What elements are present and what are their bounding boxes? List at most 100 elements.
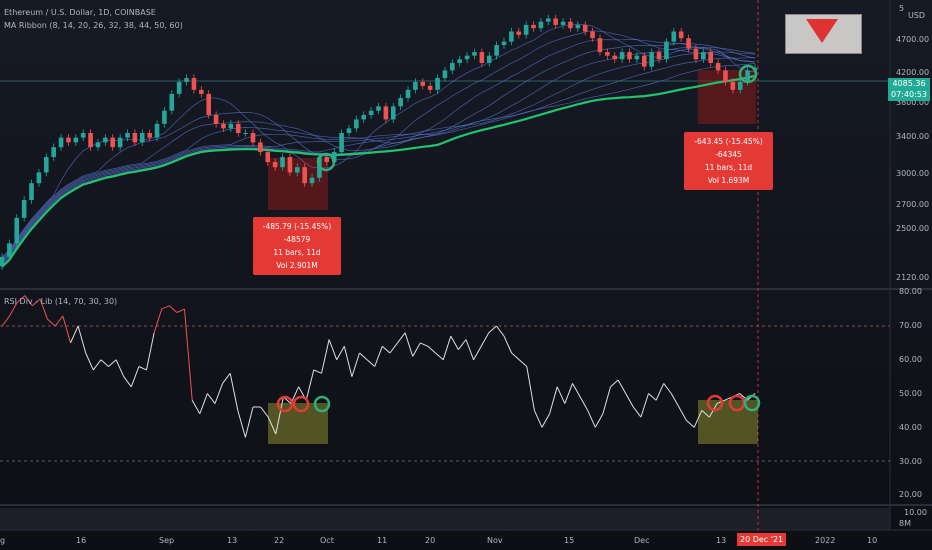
time-tick: Oct — [320, 536, 334, 545]
last-price-label: 4085.36 — [888, 78, 930, 90]
symbol-title: Ethereum / U.S. Dollar, 1D, COINBASE — [4, 8, 156, 17]
rsi-segment — [420, 342, 429, 347]
candle-body — [523, 24, 529, 35]
rsi-segment — [260, 406, 269, 418]
candle-body — [413, 81, 418, 90]
candle-body — [73, 137, 79, 143]
candle-body — [450, 62, 455, 71]
candle-body — [235, 123, 241, 133]
rsi-segment — [343, 346, 353, 377]
candles — [0, 14, 758, 270]
candle-body — [693, 48, 699, 60]
rsi-segment — [229, 373, 239, 411]
candle-body — [139, 132, 145, 143]
candle-body — [708, 52, 714, 63]
price-tick: 3800.00 — [896, 98, 930, 107]
candle-body — [169, 93, 175, 111]
rsi-segment — [9, 302, 18, 317]
candle-body — [627, 52, 632, 60]
candle-body — [339, 132, 344, 153]
rsi-segment — [199, 393, 208, 414]
candle-body — [272, 162, 278, 168]
rsi-segment — [678, 406, 687, 421]
candle-body — [671, 31, 677, 42]
candle-body — [612, 55, 618, 60]
candle-body — [427, 85, 433, 90]
candle-body — [553, 18, 558, 25]
rsi-tick: 40.00 — [899, 423, 922, 432]
rsi-segment — [108, 359, 117, 367]
time-tick: g — [0, 536, 6, 545]
time-tick: 20 — [425, 536, 436, 545]
rsi-segment — [617, 379, 627, 394]
candle-body — [21, 200, 27, 218]
rsi-segment — [397, 332, 406, 344]
rsi-segment — [412, 342, 421, 357]
candle-body — [7, 243, 12, 257]
rsi-segment — [366, 359, 376, 367]
rsi-segment — [526, 366, 535, 411]
candle-body — [442, 70, 448, 79]
rsi-segment — [480, 332, 490, 347]
candle-body — [464, 55, 470, 60]
candle-body — [405, 89, 411, 99]
candle-body — [361, 114, 367, 120]
candle-body — [619, 52, 625, 60]
time-tick: Dec — [634, 536, 650, 545]
rsi-segment — [693, 410, 703, 428]
rsi-segment — [130, 366, 140, 387]
rsi-div-circle-3 — [313, 395, 331, 413]
candle-body — [376, 106, 381, 111]
rsi-segment — [267, 416, 277, 435]
time-tick: 15 — [564, 536, 575, 545]
candle-body — [302, 167, 307, 184]
candle-body — [715, 62, 721, 71]
rsi-title: RSI Div - Lib (14, 70, 30, 30) — [4, 297, 118, 306]
candle-body — [206, 93, 212, 115]
candle-body — [132, 132, 138, 143]
rsi-segment — [381, 345, 391, 354]
candle-body — [701, 52, 706, 60]
rsi-segment — [237, 410, 246, 438]
rsi-segment — [70, 325, 79, 344]
candle-body — [117, 137, 123, 148]
rsi-segment — [85, 352, 94, 371]
currency-label: USD — [908, 11, 926, 20]
rsi-segment — [556, 386, 566, 404]
candle-body — [66, 137, 71, 143]
candle-body — [147, 132, 152, 138]
candle-body — [280, 157, 285, 168]
candle-body — [354, 119, 359, 129]
candle-body — [605, 52, 610, 56]
candle-body — [294, 167, 300, 173]
candle-body — [324, 157, 330, 163]
candle-body — [176, 81, 182, 94]
rsi-segment — [465, 339, 475, 360]
buy-marker-circle-1 — [316, 152, 336, 172]
time-tick: 22 — [274, 536, 285, 545]
rsi-segment — [321, 339, 330, 374]
time-tick: Nov — [487, 536, 503, 545]
rsi-segment — [488, 325, 497, 334]
rsi-segment — [100, 359, 109, 367]
rsi-segment — [191, 400, 201, 415]
rsi-tick: 20.00 — [899, 490, 922, 499]
rsi-segment — [473, 346, 482, 361]
rsi-tick: 80.00 — [899, 287, 922, 296]
measure-info-box-2[interactable]: -643.45 (-15.45%) -64345 11 bars, 11d Vo… — [684, 132, 773, 190]
rsi-segment — [168, 305, 178, 313]
candle-body — [265, 152, 271, 163]
candle-body — [125, 132, 130, 138]
measure-info-box-1[interactable]: -485.79 (-15.45%) -48579 11 bars, 11d Vo… — [253, 217, 341, 275]
rsi-segment — [123, 376, 132, 388]
rsi-segment — [655, 383, 665, 401]
rsi-segment — [47, 318, 56, 327]
rsi-segment — [62, 315, 71, 344]
rsi-zone-2[interactable] — [698, 400, 758, 444]
rsi-tick: 30.00 — [899, 457, 922, 466]
rsi-segment — [686, 420, 695, 428]
candle-body — [582, 24, 588, 32]
candle-body — [191, 78, 197, 90]
rsi-segment — [275, 396, 284, 435]
